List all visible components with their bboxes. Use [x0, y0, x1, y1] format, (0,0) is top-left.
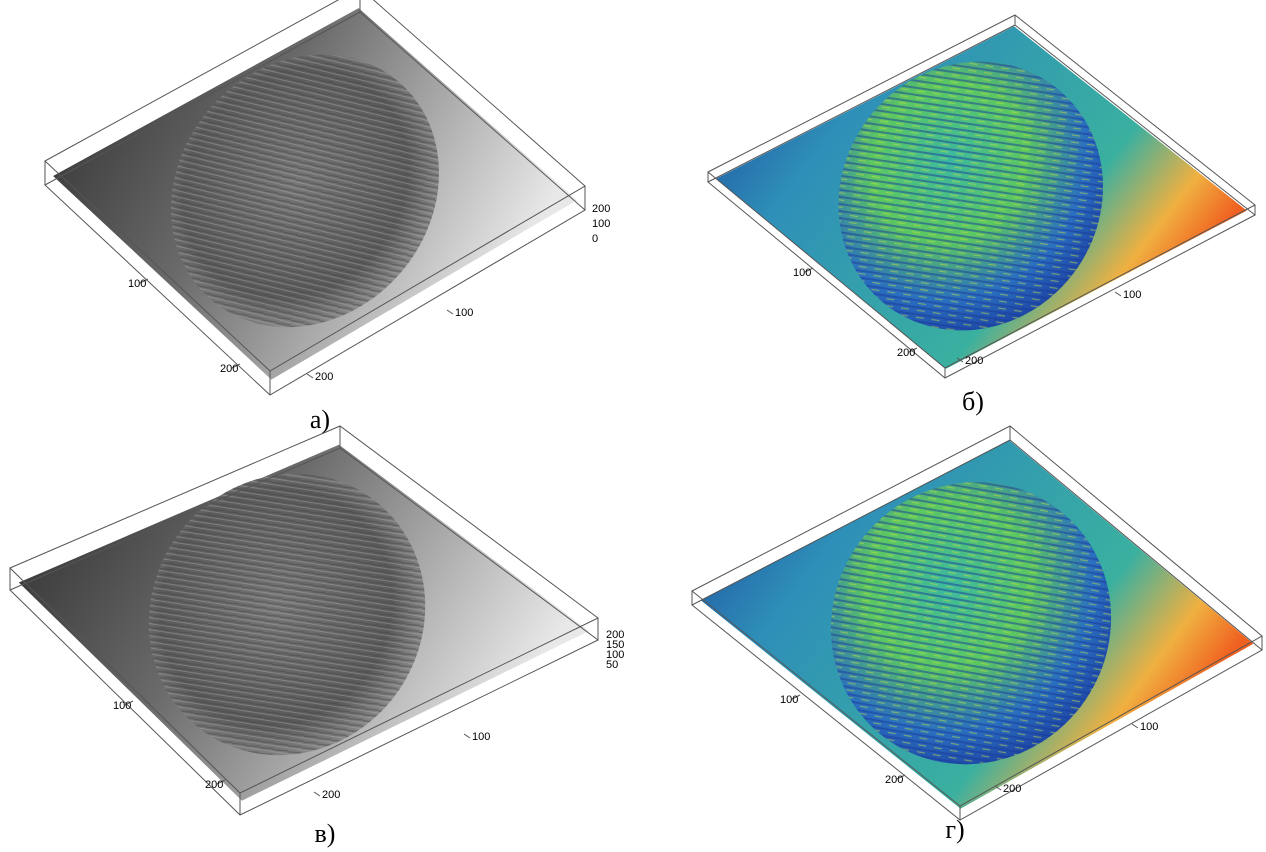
surface-texture [838, 61, 1103, 331]
axis-tick [124, 700, 134, 706]
axis-label: 200 [322, 789, 340, 801]
axis-tick [908, 347, 918, 353]
axis-label: 100 [113, 700, 131, 712]
surface-texture [171, 54, 439, 328]
axis-tick [231, 363, 241, 369]
axis-label: 200 [220, 363, 238, 375]
z-label: 50 [606, 659, 618, 671]
axis-label: 100 [1123, 289, 1141, 301]
axis-label: 100 [455, 307, 473, 319]
axis-tick [216, 779, 226, 785]
z-label: 100 [606, 649, 624, 661]
axis-tick [896, 774, 906, 780]
z-label: 200 [606, 629, 624, 641]
panel-caption: а) [310, 405, 330, 434]
axis-label: 100 [1140, 721, 1158, 733]
z-label: 200 [592, 203, 610, 215]
axis-label: 200 [885, 774, 903, 786]
axis-label: 200 [205, 779, 223, 791]
axis-label: 100 [128, 278, 146, 290]
axis-tick [313, 791, 321, 797]
axis-tick [791, 694, 801, 700]
z-label: 150 [606, 639, 624, 651]
axis-tick [1114, 291, 1122, 297]
panel-caption: б) [962, 387, 984, 416]
axis-label: 200 [1003, 783, 1021, 795]
axis-label: 200 [965, 355, 983, 367]
surface-texture [148, 473, 426, 756]
panel-caption: г) [945, 815, 964, 844]
axis-tick [804, 267, 814, 273]
axis-label: 200 [897, 347, 915, 359]
axis-tick [139, 278, 149, 284]
axis-label: 100 [793, 267, 811, 279]
axis-tick [994, 785, 1002, 791]
z-label: 100 [592, 218, 610, 230]
z-label: 0 [592, 233, 598, 245]
axis-tick [306, 373, 314, 379]
axis-tick [463, 733, 471, 739]
axis-tick [1131, 723, 1139, 729]
axis-label: 200 [315, 371, 333, 383]
axis-tick [446, 309, 454, 315]
panel-caption: в) [315, 819, 336, 848]
axis-label: 100 [780, 694, 798, 706]
axis-label: 100 [472, 731, 490, 743]
axis-tick [956, 357, 964, 363]
surface-texture [830, 482, 1112, 765]
